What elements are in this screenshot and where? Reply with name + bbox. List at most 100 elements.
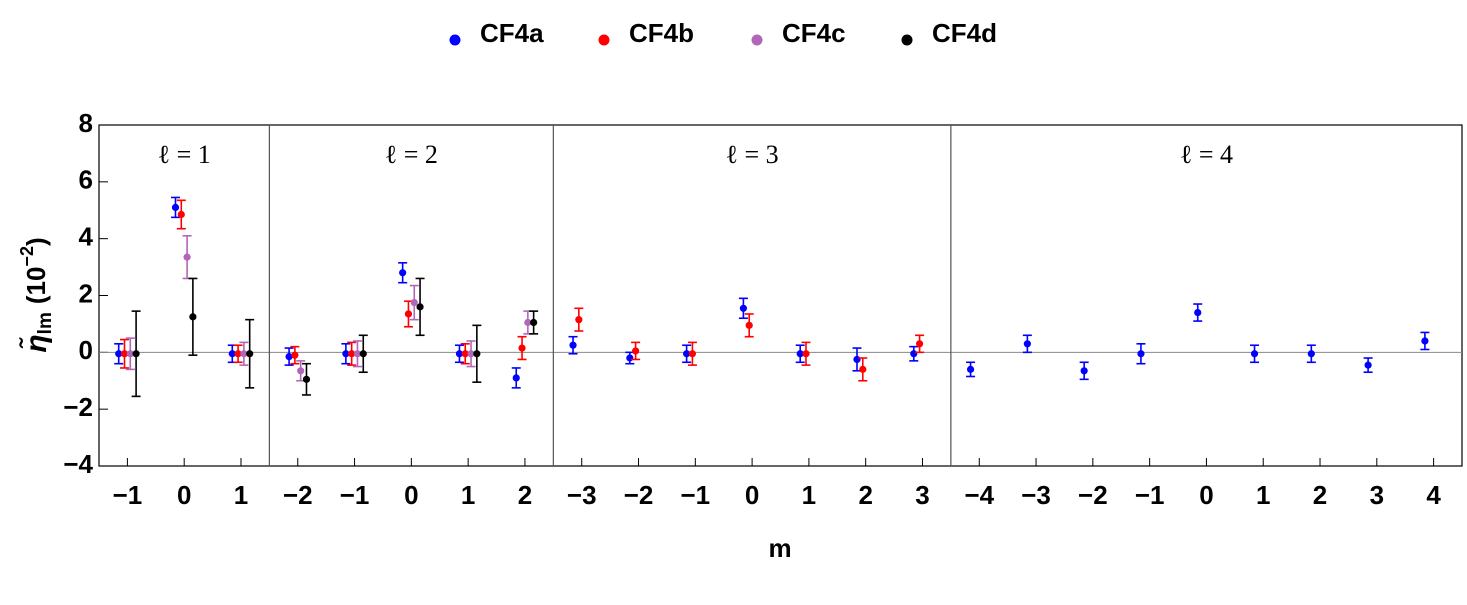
y-tick-label: 0 (79, 335, 93, 365)
data-point (1364, 361, 1372, 369)
y-axis-label: η̃lm (10−2) (17, 237, 56, 352)
data-point (126, 350, 134, 358)
y-label-subscript: lm (35, 312, 56, 334)
data-point (353, 350, 362, 358)
legend-marker (751, 34, 763, 46)
x-tick-label: −3 (1021, 480, 1051, 510)
data-point (966, 365, 975, 373)
x-tick-label: 0 (745, 480, 759, 510)
x-tick-label: −2 (283, 480, 313, 510)
data-point (399, 269, 407, 277)
legend-marker (449, 34, 461, 46)
data-point (1194, 308, 1202, 317)
group-label: ℓ = 4 (1180, 140, 1233, 169)
x-tick-label: −1 (680, 480, 710, 510)
data-point (575, 316, 583, 324)
x-tick-label: −1 (340, 480, 370, 510)
data-point (796, 350, 804, 358)
data-point (297, 367, 305, 375)
data-point (404, 310, 413, 318)
data-point (853, 355, 861, 364)
y-label-unit: (10 (21, 267, 51, 305)
data-point (518, 344, 526, 352)
data-point (410, 299, 418, 307)
legend-marker (901, 34, 913, 46)
x-axis-label: m (768, 533, 791, 563)
y-tick-label: 8 (79, 108, 93, 138)
group-label: ℓ = 3 (726, 140, 779, 169)
data-point (1080, 367, 1088, 375)
data-point (359, 350, 367, 358)
data-point (473, 350, 481, 358)
legend-label: CF4c (782, 18, 846, 48)
data-point (302, 375, 311, 383)
x-tick-label: 4 (1426, 480, 1441, 510)
data-point (246, 350, 254, 358)
data-point (626, 354, 634, 362)
data-point (530, 318, 538, 327)
x-tick-label: 2 (858, 480, 872, 510)
data-point (171, 203, 180, 212)
data-point (115, 350, 123, 358)
y-tick-label: −4 (63, 449, 93, 479)
data-point (132, 350, 140, 358)
data-point (461, 350, 469, 358)
data-point (416, 303, 424, 311)
x-tick-label: −4 (964, 480, 994, 510)
x-tick-label: 0 (1199, 480, 1213, 510)
legend-label: CF4d (932, 18, 997, 48)
data-point (120, 350, 129, 358)
y-label-close: ) (21, 237, 51, 246)
x-tick-label: −2 (1078, 480, 1108, 510)
data-point (859, 365, 867, 373)
x-tick-label: −2 (624, 480, 654, 510)
data-point (228, 350, 236, 358)
data-point (512, 374, 520, 382)
data-point (285, 352, 293, 361)
x-tick-label: 1 (461, 480, 475, 510)
group-label: ℓ = 2 (385, 140, 438, 169)
x-tick-label: 2 (1313, 480, 1327, 510)
legend-marker (598, 34, 610, 46)
y-tick-label: 6 (79, 165, 93, 195)
data-point (1137, 350, 1145, 358)
x-tick-label: 1 (234, 480, 248, 510)
x-tick-label: 2 (518, 480, 532, 510)
data-point (291, 351, 299, 359)
x-tick-label: −3 (567, 480, 597, 510)
data-point (234, 350, 242, 358)
data-point (183, 253, 191, 261)
y-tick-label: −2 (63, 392, 93, 422)
x-tick-label: −1 (113, 480, 143, 510)
data-point (1250, 350, 1259, 358)
data-point (745, 321, 753, 329)
y-tick-label: 4 (79, 222, 94, 252)
x-tick-label: 1 (802, 480, 816, 510)
group-label: ℓ = 1 (158, 140, 211, 169)
data-point (189, 313, 197, 321)
data-point (467, 350, 475, 358)
x-tick-label: 3 (915, 480, 929, 510)
data-point (688, 350, 697, 358)
x-tick-label: 0 (177, 480, 191, 510)
plot-frame (98, 124, 1463, 467)
y-tick-label: 2 (79, 278, 93, 308)
data-point (739, 304, 748, 312)
data-point (240, 350, 248, 358)
data-point (348, 350, 356, 358)
x-tick-label: 0 (404, 480, 418, 510)
data-point (910, 350, 918, 358)
data-point (1307, 350, 1315, 358)
data-point (177, 210, 185, 219)
data-point (632, 347, 640, 355)
y-label-symbol: η̃ (19, 334, 53, 352)
data-point (524, 318, 532, 327)
data-point (915, 340, 924, 348)
x-tick-label: 3 (1370, 480, 1384, 510)
legend-label: CF4b (629, 18, 694, 48)
data-point (1023, 340, 1031, 348)
data-point (1421, 337, 1429, 345)
data-point (455, 350, 464, 358)
